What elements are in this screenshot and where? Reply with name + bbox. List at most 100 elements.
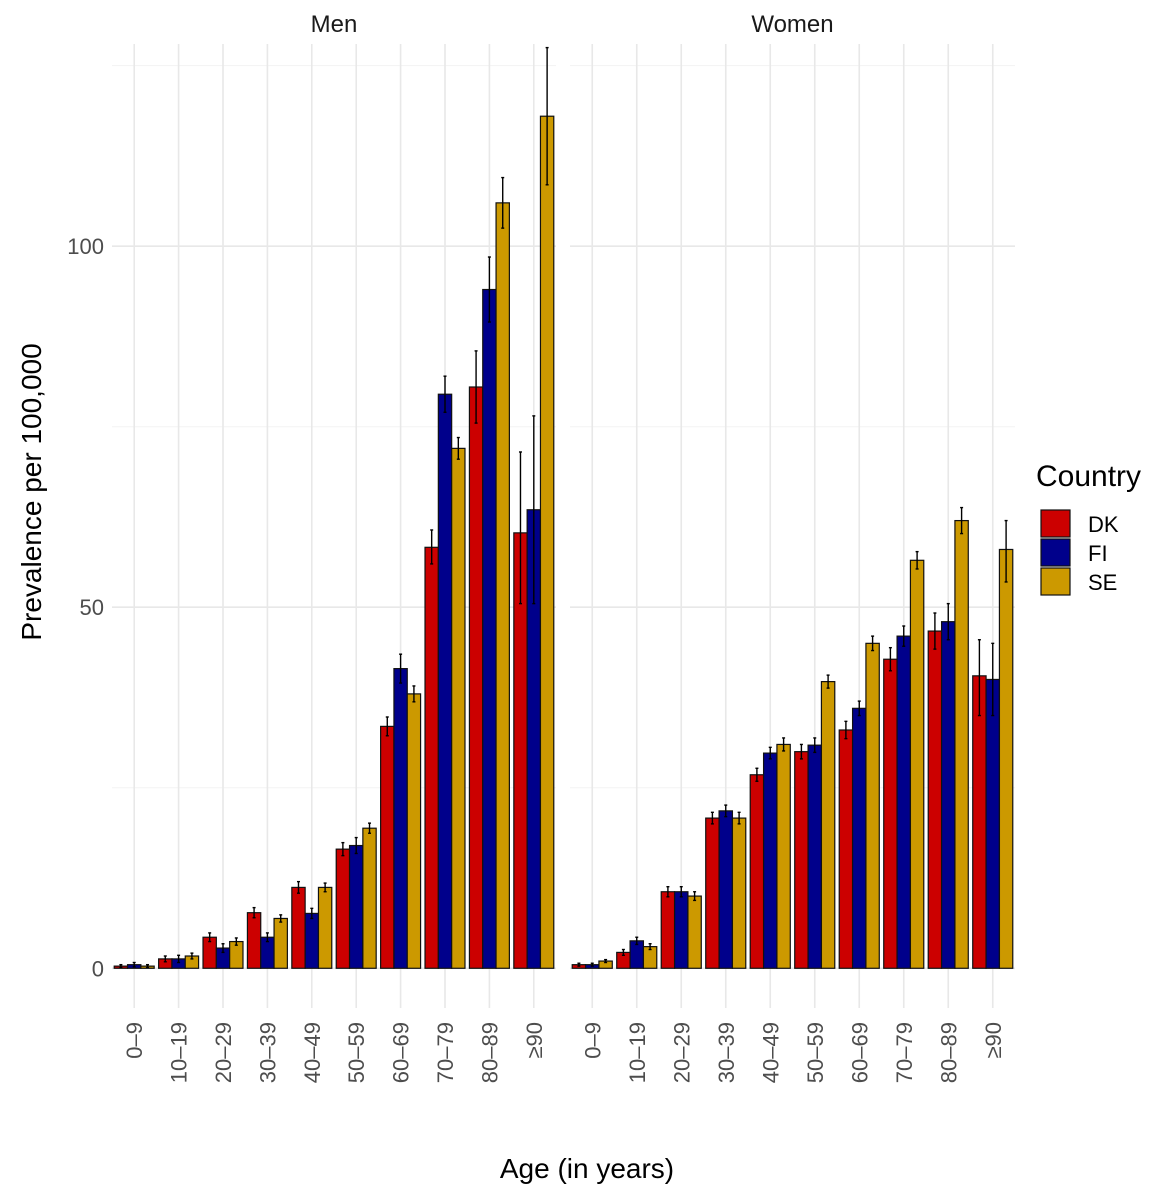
bar-se (865, 642, 880, 969)
error-bar-se (1004, 519, 1008, 583)
x-tick-label: 20–29 (211, 1022, 236, 1083)
error-bar-fi (857, 700, 861, 717)
bar-dk (660, 891, 676, 969)
error-bar-dk (888, 646, 892, 672)
x-tick-label: 50–59 (803, 1022, 828, 1083)
x-tick-label: 70–79 (892, 1022, 917, 1083)
error-bar-dk (577, 962, 581, 967)
x-tick-label: 70–79 (433, 1022, 458, 1083)
bar-dk (424, 546, 439, 969)
facet-women: Women 0–9 10–19 20–29 30–39 40–49 50–59 60–69 70… (570, 11, 1015, 1083)
error-bar-fi (265, 932, 269, 943)
error-bar-fi (487, 256, 491, 323)
x-tick-label: 30–39 (255, 1022, 280, 1083)
bar-dk (838, 729, 854, 969)
error-bar-dk (518, 451, 522, 605)
error-bar-dk (208, 932, 212, 943)
bar-fi (985, 678, 1001, 969)
bar-dk (705, 817, 720, 969)
x-tick-label: 40–49 (758, 1022, 783, 1083)
error-bar-se (604, 958, 608, 964)
y-tick-label: 0 (92, 956, 104, 981)
error-bar-se (648, 943, 652, 951)
error-bar-fi (902, 625, 906, 647)
x-tick-label: 0–9 (580, 1022, 605, 1059)
bar-se (731, 817, 747, 969)
x-tick-label: 10–19 (167, 1022, 192, 1083)
error-bar-se (960, 506, 964, 535)
x-tick-label: 80–89 (936, 1022, 961, 1083)
bar-fi (348, 844, 364, 969)
bar-dk (749, 774, 765, 969)
error-bar-se (915, 550, 919, 570)
error-bar-dk (666, 885, 670, 898)
error-bar-fi (590, 962, 594, 967)
error-bar-se (190, 952, 194, 960)
bar-se (539, 115, 555, 969)
error-bar-dk (119, 963, 123, 969)
bar-fi (673, 891, 689, 969)
x-tick-label: 80–89 (477, 1022, 502, 1083)
bar-se (273, 917, 288, 969)
bar-fi (762, 752, 778, 969)
bar-dk (794, 751, 809, 969)
bar-dk (246, 912, 262, 969)
x-tick-label: 0–9 (122, 1022, 147, 1059)
bar-dk (927, 630, 943, 969)
facet-panels: Men 0–9 10–19 20–29 30–39 40–49 50–59 60–69 70–7… (112, 11, 1015, 1083)
legend-title: Country (1036, 460, 1141, 493)
legend-label: FI (1088, 541, 1108, 566)
bar-fi (304, 912, 320, 969)
error-bar-dk (621, 948, 625, 956)
x-tick-label: ≥90 (981, 1022, 1006, 1059)
legend-swatch (1040, 538, 1071, 567)
error-bar-dk (799, 743, 803, 760)
bar-fi (718, 810, 734, 969)
bar-dk (883, 658, 898, 969)
bar-fi (437, 393, 453, 969)
bar-fi (851, 707, 867, 969)
error-bar-dk (977, 639, 981, 717)
error-bar-fi (679, 885, 683, 898)
error-bar-se (693, 891, 697, 902)
bar-fi (896, 635, 912, 969)
bar-se (495, 202, 510, 969)
error-bar-dk (474, 350, 478, 424)
error-bar-fi (635, 936, 639, 946)
bar-se (317, 886, 333, 969)
error-bar-se (737, 811, 741, 825)
error-bar-se (234, 937, 238, 946)
bar-fi (807, 744, 823, 969)
facet-men: Men 0–9 10–19 20–29 30–39 40–49 50–59 60–69 70–7… (112, 11, 556, 1083)
error-bar-se (545, 46, 549, 186)
error-bar-se (412, 685, 416, 703)
bar-se (451, 447, 466, 969)
x-tick-label: 30–39 (714, 1022, 739, 1083)
error-bar-fi (132, 961, 136, 968)
x-tick-label: 10–19 (625, 1022, 650, 1083)
legend-label: SE (1088, 570, 1117, 595)
bar-dk (380, 725, 395, 969)
bar-dk (291, 886, 306, 969)
x-axis-title: Age (in years) (500, 1153, 674, 1184)
error-bar-dk (341, 841, 345, 857)
y-tick-label: 50 (80, 595, 104, 620)
error-bar-se (782, 737, 786, 752)
error-bar-fi (813, 737, 817, 754)
error-bar-se (368, 822, 372, 834)
error-bar-dk (163, 955, 167, 963)
x-tick-label: 60–69 (847, 1022, 872, 1083)
legend: Country DK FI SE (1036, 460, 1141, 596)
legend-item-fi: FI (1040, 538, 1108, 567)
x-tick-label: 40–49 (300, 1022, 325, 1083)
error-bar-fi (354, 836, 358, 855)
error-bar-se (279, 914, 283, 923)
error-bar-fi (399, 653, 403, 684)
error-bar-dk (755, 767, 759, 782)
bar-se (406, 693, 422, 969)
y-axis-title: Prevalence per 100,000 (16, 343, 47, 640)
legend-swatch (1040, 567, 1071, 596)
error-bar-fi (991, 642, 995, 717)
error-bar-dk (933, 612, 937, 650)
x-tick-label: 20–29 (669, 1022, 694, 1083)
